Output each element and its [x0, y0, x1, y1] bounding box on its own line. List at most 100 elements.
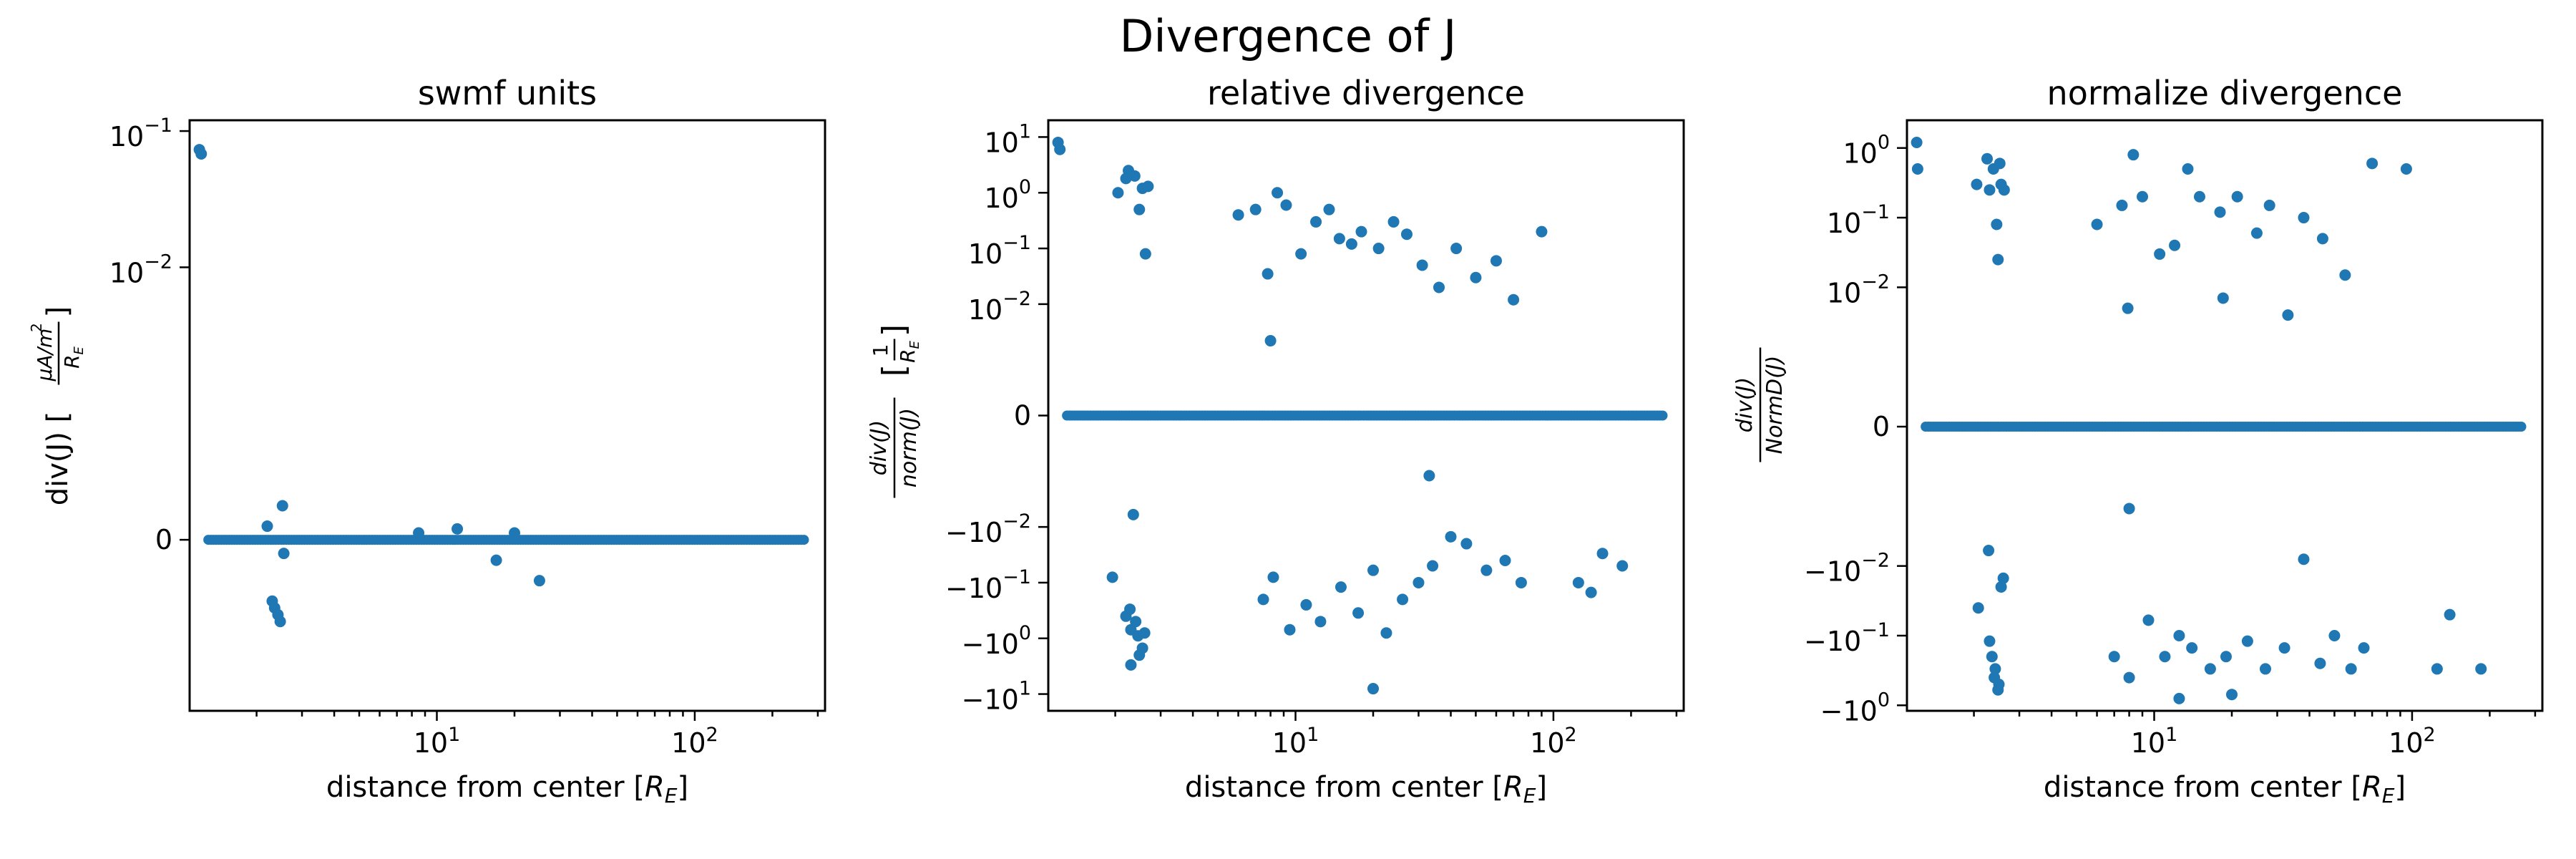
p3-x-axis-label: distance from center [RE]	[2044, 771, 2406, 807]
p2-data-point	[1138, 627, 1151, 639]
p3-data-point	[2358, 642, 2370, 654]
p3-data-point	[2091, 218, 2103, 230]
p2-data-point	[1262, 268, 1274, 280]
p3-data-point	[2263, 199, 2275, 211]
p2-data-point	[1280, 199, 1292, 211]
p2-data-point	[1310, 215, 1322, 228]
p3-data-point	[2241, 635, 2253, 647]
p2-data-point	[1416, 259, 1428, 271]
p2-data-point	[1272, 187, 1284, 199]
p3-data-point	[2339, 269, 2351, 281]
p2-data-point	[1460, 538, 1473, 550]
p3-data-point	[2345, 663, 2357, 675]
p2-data-point	[1127, 508, 1139, 520]
p2-data-point	[1616, 560, 1629, 572]
p3-axes-frame	[1906, 119, 2544, 712]
p3-data-point	[1971, 178, 1983, 190]
p2-data-point	[1124, 603, 1136, 616]
p3-data-point	[2116, 199, 2128, 211]
p2-data-point	[1352, 607, 1365, 619]
p2-data-point	[1284, 623, 1296, 636]
p2-data-point	[1355, 225, 1367, 238]
p3-data-point	[2328, 629, 2341, 641]
p2-data-point	[1335, 581, 1347, 593]
p2-data-point	[1128, 170, 1141, 182]
p1-y-axis-label: div(J) [μA/m2 RE]	[28, 306, 87, 506]
p3-data-point	[2282, 309, 2294, 321]
p3-data-point	[1994, 157, 2006, 170]
p3-data-point	[1995, 581, 2007, 593]
p1-y-tick-label: 10−1	[109, 115, 172, 152]
p3-data-point	[2123, 503, 2135, 515]
p3-data-point	[1997, 572, 2009, 584]
p3-y-tick-label: 10−2	[1827, 271, 1890, 309]
p3-data-point	[2137, 190, 2149, 203]
p3-data-point	[2278, 642, 2290, 654]
p3-data-point	[1984, 184, 1996, 196]
p2-y-tick-label: 0	[1014, 400, 1031, 432]
p2-data-point	[1490, 255, 1502, 267]
p3-data-point	[1992, 253, 2004, 266]
p2-data-point	[1300, 598, 1312, 611]
p3-data-point	[2182, 163, 2194, 175]
p3-x-tick-label: 102	[2389, 724, 2436, 759]
p1-data-point	[276, 500, 288, 512]
p2-y-tick-label: 10−1	[968, 232, 1031, 270]
p2-y-tick-label: 101	[984, 120, 1031, 158]
p1-zero-band	[203, 535, 809, 545]
p3-x-axis: 101 102	[1973, 711, 2537, 759]
svg-text:div(J): div(J)	[1732, 377, 1757, 432]
p3-data-point	[2173, 692, 2185, 704]
p3-data-point	[1989, 671, 2001, 684]
p1-data-point	[274, 616, 286, 628]
p2-data-point	[1387, 215, 1400, 228]
p1-data-point	[195, 147, 208, 160]
p1-data-point	[490, 554, 502, 566]
p2-data-point	[1054, 143, 1066, 155]
p1-data-point	[278, 548, 290, 560]
p3-data-point	[2127, 149, 2140, 161]
svg-text:[: [	[876, 364, 912, 377]
p2-data-point	[1267, 571, 1279, 583]
p2-data-point	[1112, 187, 1124, 199]
p2-data-point	[1125, 659, 1137, 671]
p2-data-point	[1120, 173, 1132, 185]
p3-data-point	[1911, 163, 1923, 175]
p3-x-tick-label: 101	[2131, 724, 2178, 759]
p2-data-point	[1314, 616, 1327, 628]
p2-data-point	[1508, 293, 1520, 306]
svg-text:div(J): div(J)	[867, 420, 892, 475]
p3-data-point	[2159, 651, 2171, 663]
p3-data-point	[2366, 157, 2379, 170]
p3-data-point	[2204, 663, 2216, 675]
p3-data-point	[2142, 614, 2155, 626]
p1-y-tick-label: 10−2	[109, 251, 172, 288]
p3-data-point	[1972, 602, 1984, 614]
p3-data-point	[1991, 218, 2003, 230]
svg-text:]: ]	[42, 306, 74, 318]
p3-data-point	[2214, 206, 2226, 218]
svg-text:norm(J): norm(J)	[897, 408, 922, 487]
p3-panel: normalize divergence 101 102 distance from …	[1732, 74, 2544, 807]
p3-data-point	[2400, 163, 2412, 175]
p1-title: swmf units	[418, 74, 597, 112]
p2-y-axis: 101 100 10−1 10−2 0 −10−2 −10−1 −100 −101	[945, 120, 1048, 716]
p2-y-tick-label: −10−2	[945, 510, 1031, 548]
p3-data-point	[2298, 212, 2310, 224]
p3-data-point	[2173, 629, 2185, 641]
svg-text:div(J) [: div(J) [	[42, 412, 74, 506]
svg-text:RE: RE	[60, 346, 87, 368]
p2-data-point	[1397, 593, 1409, 606]
p2-band-point	[1657, 410, 1668, 421]
p3-y-tick-label: −10−2	[1804, 550, 1890, 588]
svg-text:μA/m: μA/m	[33, 329, 57, 382]
p3-band-point	[2516, 422, 2527, 432]
p2-data-point	[1413, 576, 1425, 588]
p2-y-tick-label: −101	[962, 678, 1031, 716]
p1-y-tick-label: 0	[155, 524, 172, 555]
p3-y-tick-label: −10−1	[1804, 619, 1890, 657]
p2-data-point	[1400, 228, 1413, 241]
p1-data-point	[533, 575, 545, 587]
p2-data-point	[1423, 470, 1435, 482]
p1-y-axis: 10−1 10−2 0	[109, 115, 190, 555]
